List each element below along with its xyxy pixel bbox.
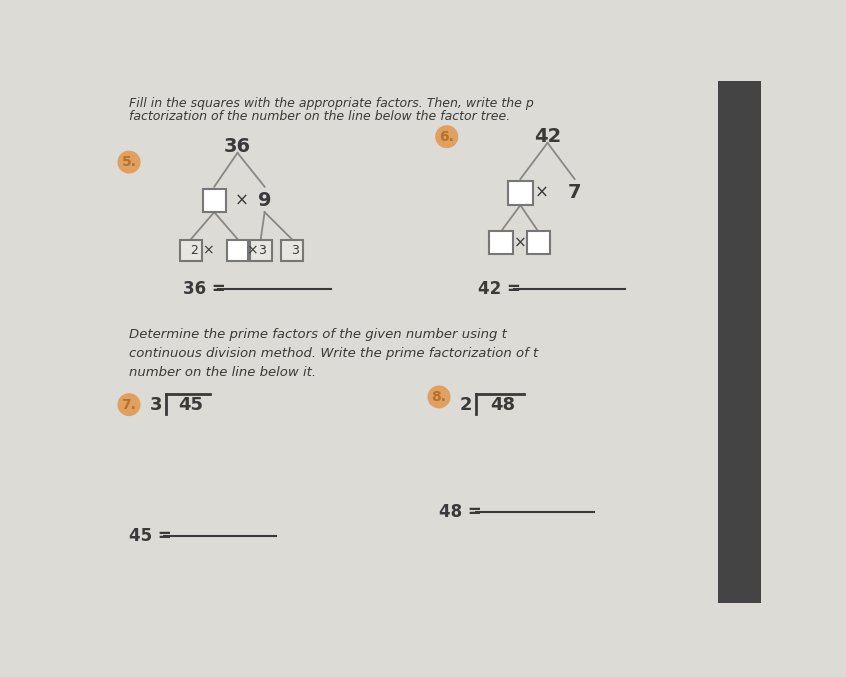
Text: 7: 7 — [568, 183, 581, 202]
Circle shape — [436, 126, 458, 148]
Text: 3: 3 — [291, 244, 299, 257]
Circle shape — [118, 152, 140, 173]
Bar — [718, 81, 761, 603]
Circle shape — [428, 386, 450, 408]
Text: ×: × — [535, 184, 548, 202]
Text: 42: 42 — [534, 127, 561, 146]
Text: 8.: 8. — [431, 390, 447, 404]
Text: factorization of the number on the line below the factor tree.: factorization of the number on the line … — [129, 110, 510, 123]
Bar — [489, 232, 513, 255]
Text: 5.: 5. — [122, 155, 136, 169]
Text: ×: × — [234, 192, 249, 210]
Text: 45: 45 — [179, 395, 204, 414]
Text: 48: 48 — [490, 395, 515, 414]
Bar — [227, 240, 249, 261]
Text: number on the line below it.: number on the line below it. — [129, 366, 316, 379]
Bar — [281, 240, 303, 261]
Text: 3: 3 — [150, 395, 162, 414]
Text: 42 =: 42 = — [478, 280, 520, 298]
Text: 2: 2 — [190, 244, 198, 257]
Text: 36 =: 36 = — [184, 280, 226, 298]
Text: 9: 9 — [258, 191, 272, 210]
Text: ×: × — [202, 244, 214, 258]
Circle shape — [118, 394, 140, 416]
Text: 36: 36 — [224, 137, 251, 156]
Text: 48 =: 48 = — [439, 504, 481, 521]
Text: continuous division method. Write the prime factorization of t: continuous division method. Write the pr… — [129, 347, 538, 360]
Text: Determine the prime factors of the given number using t: Determine the prime factors of the given… — [129, 328, 507, 341]
Bar — [508, 181, 533, 205]
Text: 2: 2 — [460, 395, 472, 414]
Bar — [203, 189, 226, 212]
Text: 45 =: 45 = — [129, 527, 172, 544]
Text: 6.: 6. — [439, 130, 454, 144]
Bar — [526, 232, 550, 255]
Text: 7.: 7. — [122, 397, 136, 412]
Text: 3: 3 — [258, 244, 266, 257]
Bar — [180, 240, 202, 261]
Text: Fill in the squares with the appropriate factors. Then, write the p: Fill in the squares with the appropriate… — [129, 97, 534, 110]
Text: ×: × — [514, 236, 527, 250]
Text: ×: × — [245, 244, 257, 258]
Bar — [250, 240, 272, 261]
